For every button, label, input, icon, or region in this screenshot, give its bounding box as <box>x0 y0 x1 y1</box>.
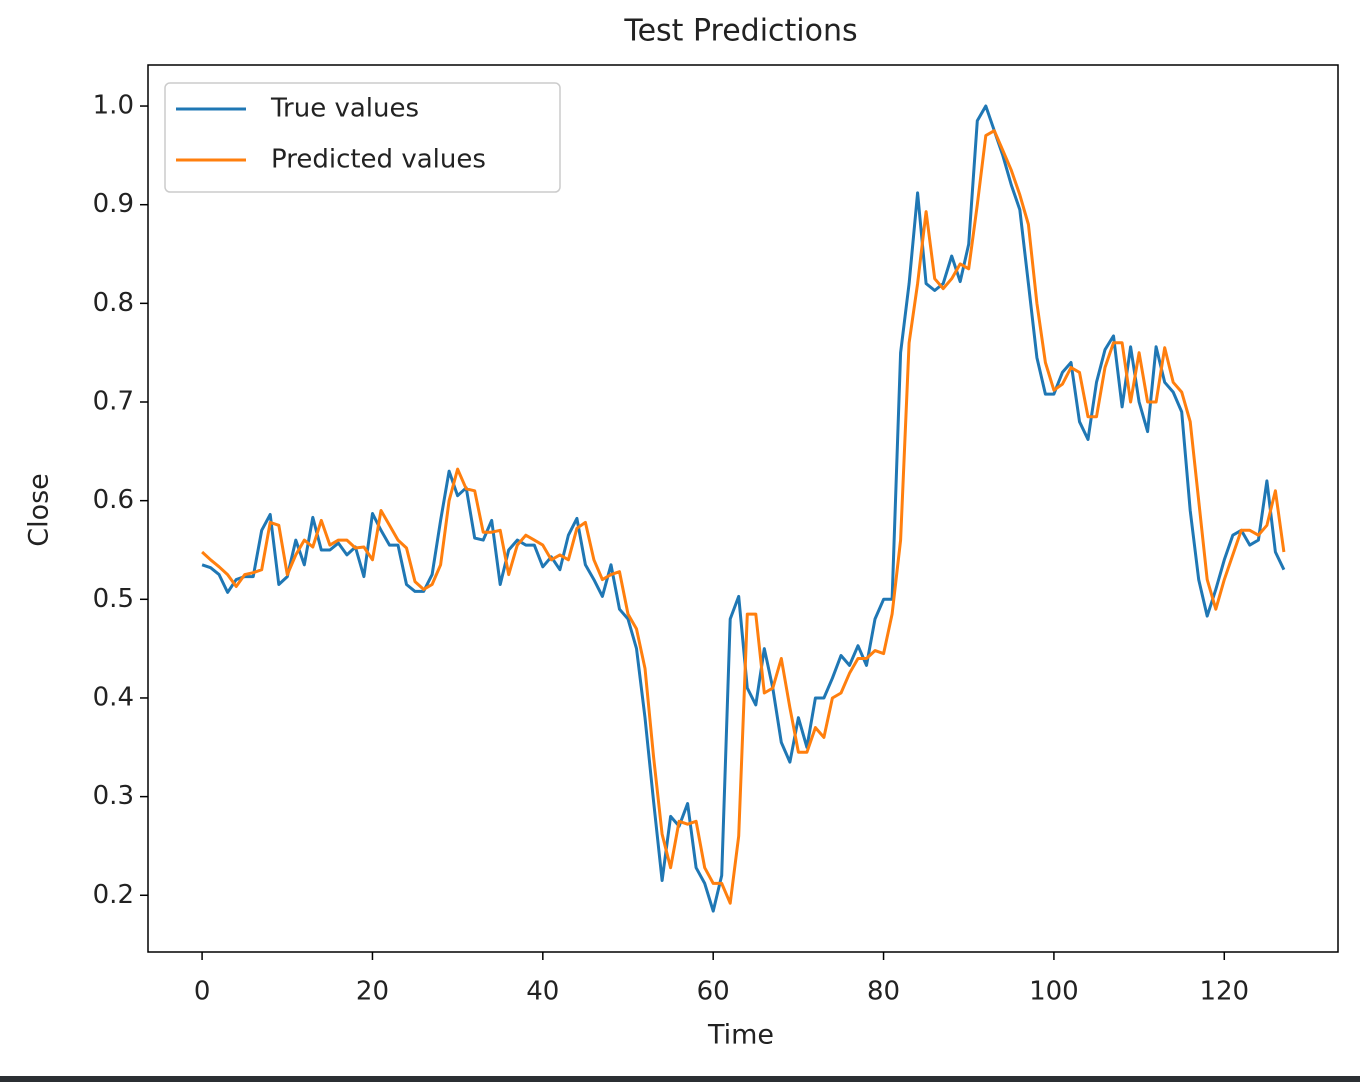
x-tick-label: 60 <box>697 977 730 1007</box>
legend-label: True values <box>270 94 419 124</box>
x-tick-label: 0 <box>194 977 211 1007</box>
data-line <box>201 104 1286 913</box>
y-tick-label: 0.2 <box>93 880 134 910</box>
data-line <box>201 129 1286 905</box>
plot-frame <box>147 64 1339 953</box>
x-tick-label: 80 <box>867 977 900 1007</box>
y-tick-label: 0.7 <box>93 387 134 417</box>
x-tick-label: 20 <box>356 977 389 1007</box>
y-tick-label: 1.0 <box>93 91 134 121</box>
y-tick-label: 0.9 <box>93 189 134 219</box>
x-tick-label: 120 <box>1199 977 1249 1007</box>
x-axis-label: Time <box>707 1020 774 1051</box>
y-tick-label: 0.8 <box>93 288 134 318</box>
y-tick-label: 0.3 <box>93 781 134 811</box>
y-tick-label: 0.4 <box>93 682 134 712</box>
legend-label: Predicted values <box>271 145 486 175</box>
y-tick-label: 0.5 <box>93 584 134 614</box>
y-axis-label: Close <box>24 473 55 547</box>
legend-box <box>164 82 561 193</box>
x-tick-label: 40 <box>526 977 559 1007</box>
y-tick-label: 0.6 <box>93 485 134 515</box>
chart-title: Test Predictions <box>623 14 857 49</box>
bottom-bar <box>0 1076 1360 1082</box>
x-tick-label: 100 <box>1029 977 1079 1007</box>
